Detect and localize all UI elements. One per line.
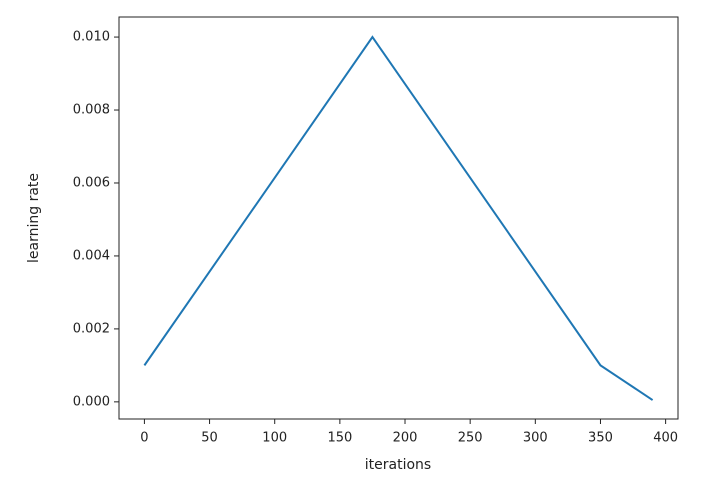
plot-frame (118, 16, 679, 420)
y-axis-label: learning rate (26, 173, 42, 263)
x-tick-label: 350 (588, 431, 613, 446)
x-tick-label: 150 (327, 431, 352, 446)
y-tick-label: 0.002 (73, 321, 110, 336)
x-axis-label: iterations (365, 457, 431, 473)
x-tick-label: 250 (458, 431, 483, 446)
y-tick-label: 0.008 (73, 103, 110, 118)
x-tick-label: 0 (140, 431, 148, 446)
x-tick-label: 300 (523, 431, 548, 446)
x-tick-label: 200 (393, 431, 418, 446)
x-tick-label: 50 (201, 431, 218, 446)
x-tick-label: 100 (262, 431, 287, 446)
y-tick-label: 0.004 (73, 248, 110, 263)
x-tick-label: 400 (653, 431, 678, 446)
y-tick-label: 0.000 (73, 394, 110, 409)
y-tick-label: 0.006 (73, 175, 110, 190)
line-series (143, 35, 654, 401)
y-tick-label: 0.010 (73, 30, 110, 45)
